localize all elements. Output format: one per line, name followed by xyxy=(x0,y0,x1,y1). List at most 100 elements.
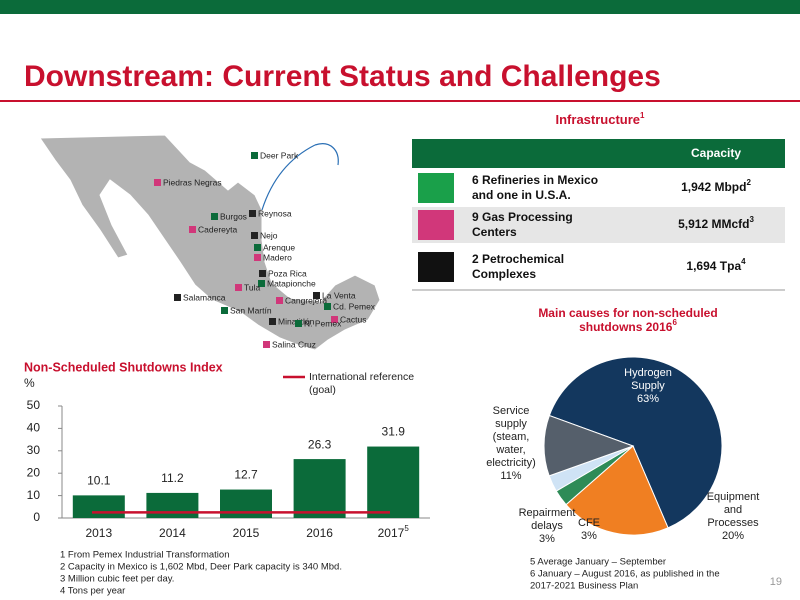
table-title-note: 1 xyxy=(640,111,645,120)
legend-line: International reference xyxy=(309,371,414,383)
capacity-note: 2 xyxy=(746,178,751,187)
map-marker xyxy=(235,284,242,291)
table-title: Infrastructure1 xyxy=(556,111,646,127)
x-tick-label: 2015 xyxy=(233,526,260,540)
slice-label: electricity) xyxy=(486,457,536,469)
footnotes: 1 From Pemex Industrial Transformation2 … xyxy=(60,550,720,597)
map-marker xyxy=(251,232,258,239)
map-label: Cd. Pemex xyxy=(333,301,376,311)
slide-title: Downstream: Current Status and Challenge… xyxy=(24,60,661,93)
category: 2015 xyxy=(233,526,260,540)
map-marker xyxy=(295,320,302,327)
chart-title: shutdowns 20166 xyxy=(579,318,677,334)
row-label: 2 Petrochemical xyxy=(472,252,564,266)
legend-line: (goal) xyxy=(309,384,336,396)
map-marker xyxy=(174,294,181,301)
footnote: 3 Million cubic feet per day. xyxy=(60,574,174,585)
page-number: 19 xyxy=(770,576,782,588)
category: 2014 xyxy=(159,526,186,540)
map-label: Deer Park xyxy=(260,150,299,160)
table-row xyxy=(412,207,785,243)
map-pipeline xyxy=(314,143,339,166)
footnote: 6 January – August 2016, as published in… xyxy=(530,569,720,580)
slice-value: 3% xyxy=(581,530,597,542)
slice-label: Service xyxy=(493,405,530,417)
x-tick-label: 2016 xyxy=(306,526,333,540)
map-marker xyxy=(258,280,265,287)
chart-title-line: shutdowns 2016 xyxy=(579,320,673,334)
map-marker xyxy=(263,341,270,348)
chart-title-line: Main causes for non-scheduled xyxy=(538,306,717,320)
slice-label: Supply xyxy=(631,380,665,392)
capacity-note: 4 xyxy=(741,257,746,266)
footnote: 1 From Pemex Industrial Transformation xyxy=(60,550,229,561)
map-marker xyxy=(324,303,331,310)
slice-label: and xyxy=(724,504,742,516)
pie-slice xyxy=(565,445,669,536)
row-label: and one in U.S.A. xyxy=(472,188,571,202)
map-marker xyxy=(269,318,276,325)
slice-label: water, xyxy=(495,444,525,456)
x-tick-label: 2014 xyxy=(159,526,186,540)
table-header xyxy=(412,139,785,168)
slice-label: Processes xyxy=(707,517,759,529)
data-label: 11.2 xyxy=(161,471,184,485)
y-axis-label: % xyxy=(24,376,35,390)
category: 2013 xyxy=(85,526,112,540)
map-labels: Deer Park Piedras Negras Reynosa Burgos Cade… xyxy=(154,150,376,349)
chart-title: Main causes for non-scheduled xyxy=(538,306,717,320)
map-label: San Martín xyxy=(230,305,272,315)
map-marker xyxy=(221,307,228,314)
row-icon xyxy=(418,173,454,203)
x-tick-label: 20175 xyxy=(378,524,410,540)
map-marker xyxy=(254,244,261,251)
row-label: Centers xyxy=(472,225,517,239)
y-tick-label: 40 xyxy=(27,421,41,435)
row-icon xyxy=(418,210,454,240)
slice-value: 11% xyxy=(500,470,521,482)
map-label: Tula xyxy=(244,282,260,292)
row-label: 9 Gas Processing xyxy=(472,210,573,224)
map-label: La Venta xyxy=(322,290,356,300)
bar xyxy=(72,495,125,518)
map-label: Matapionche xyxy=(267,278,316,288)
x-tick-label: 2013 xyxy=(85,526,112,540)
column-header: Capacity xyxy=(691,146,741,160)
map-marker xyxy=(259,270,266,277)
data-label: 31.9 xyxy=(382,425,406,439)
footnote: 4 Tons per year xyxy=(60,586,125,597)
bar xyxy=(293,459,346,518)
table-title-text: Infrastructure xyxy=(556,112,641,127)
y-tick-label: 0 xyxy=(33,510,40,524)
legend-label: International reference (goal) xyxy=(309,371,414,396)
map-label: Arenque xyxy=(263,242,295,252)
map-label: Nejo xyxy=(260,230,278,240)
y-tick-label: 50 xyxy=(27,398,41,412)
chart-title-note: 6 xyxy=(672,318,677,327)
footnote: 2 Capacity in Mexico is 1,602 Mbd, Deer … xyxy=(60,562,342,573)
capacity-value: 5,912 MMcfd xyxy=(678,217,749,231)
slice-label: delays xyxy=(531,520,563,532)
slice-value: 20% xyxy=(722,530,744,542)
map-marker xyxy=(254,254,261,261)
row-icon xyxy=(418,252,454,282)
map-marker xyxy=(331,316,338,323)
map-marker xyxy=(251,152,258,159)
row-capacity: 1,942 Mbpd2 xyxy=(681,178,751,194)
data-label: 12.7 xyxy=(234,468,258,482)
y-tick-label: 10 xyxy=(27,488,41,502)
map-marker xyxy=(313,292,320,299)
map-label: Burgos xyxy=(220,211,247,221)
map-mexico xyxy=(39,134,381,351)
footnote: 2017-2021 Business Plan xyxy=(530,581,638,592)
map-pipeline xyxy=(261,144,316,211)
row-capacity: 5,912 MMcfd3 xyxy=(678,215,754,231)
y-tick-label: 30 xyxy=(27,443,41,457)
map-marker xyxy=(189,226,196,233)
row-capacity: 1,694 Tpa4 xyxy=(686,257,746,273)
table-row xyxy=(412,170,785,206)
